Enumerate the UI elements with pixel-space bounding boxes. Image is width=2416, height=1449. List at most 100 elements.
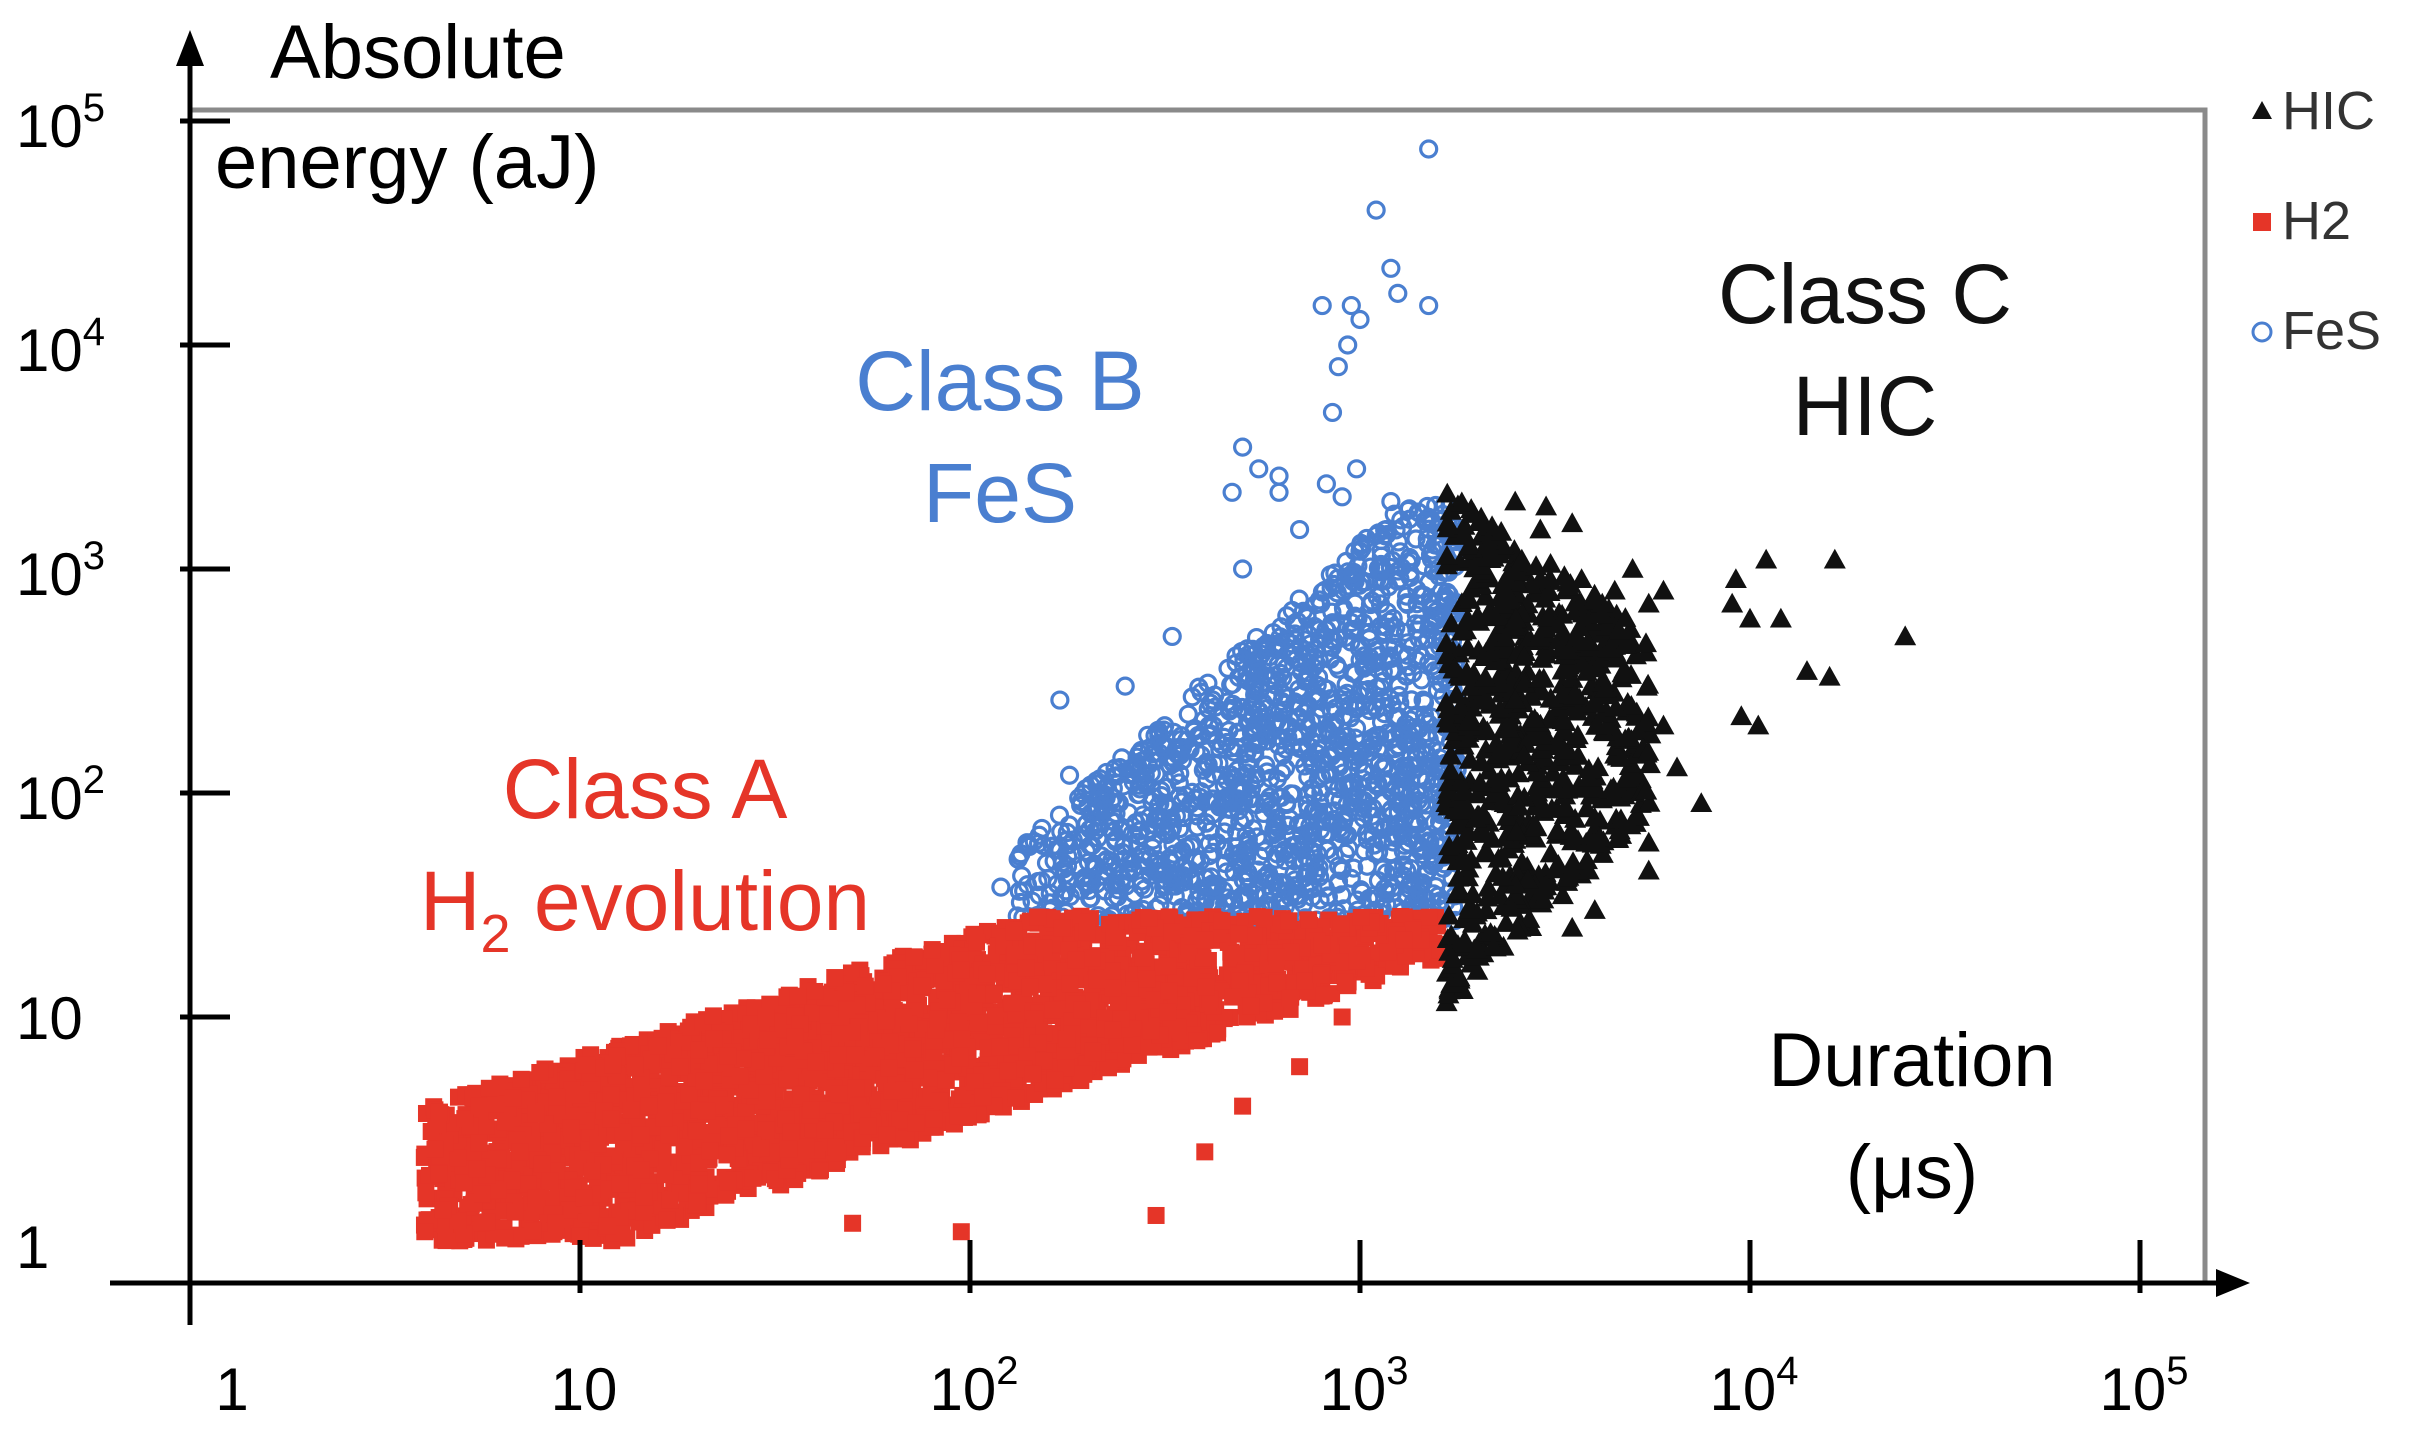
data-point: [1169, 1018, 1187, 1036]
data-point: [1132, 871, 1152, 891]
data-point: [1354, 790, 1374, 811]
data-point: [949, 1107, 967, 1125]
data-point: [1403, 793, 1423, 813]
data-point: [1286, 630, 1306, 650]
data-point: [937, 1071, 955, 1089]
data-point: [1818, 665, 1841, 686]
data-point: [1083, 949, 1101, 967]
data-point: [802, 1101, 820, 1119]
data-point: [1603, 579, 1626, 600]
data-point: [786, 1028, 804, 1046]
data-point: [1234, 1097, 1252, 1115]
data-point: [1029, 885, 1049, 905]
data-point: [562, 1119, 580, 1137]
data-point: [1188, 725, 1208, 746]
data-point: [837, 983, 855, 1001]
data-point: [1321, 578, 1341, 598]
data-point: [690, 1175, 708, 1193]
data-point: [1113, 776, 1133, 796]
data-point: [1350, 541, 1370, 561]
data-point: [985, 985, 1003, 1003]
data-point: [1894, 625, 1917, 646]
data-point: [1238, 829, 1258, 850]
data-point: [856, 977, 874, 995]
data-point: [1296, 972, 1314, 990]
data-point: [1058, 1030, 1076, 1048]
annotation-class-c: Class C HIC: [1718, 247, 2012, 453]
data-point: [655, 1109, 673, 1127]
data-point: [1755, 548, 1778, 569]
data-point: [1338, 335, 1358, 355]
data-point: [1248, 908, 1266, 926]
data-point: [925, 1110, 943, 1128]
data-point: [1215, 788, 1235, 808]
data-point: [705, 1030, 723, 1048]
data-point: [575, 1189, 593, 1207]
data-point: [1344, 619, 1364, 640]
data-point: [1721, 592, 1744, 613]
data-point: [1111, 820, 1131, 840]
data-point: [1105, 928, 1123, 946]
data-point: [905, 948, 923, 966]
data-point: [430, 1165, 448, 1183]
data-point: [1232, 559, 1253, 579]
data-point: [449, 1212, 467, 1230]
data-point: [1342, 563, 1363, 584]
data-point: [1178, 704, 1198, 724]
data-point: [1269, 466, 1289, 486]
data-point: [1256, 755, 1276, 775]
data-point: [511, 1143, 529, 1161]
data-point: [571, 1086, 589, 1104]
data-point: [512, 1070, 530, 1088]
data-point: [1320, 724, 1340, 744]
data-point: [1147, 1206, 1165, 1224]
data-point: [1406, 748, 1426, 768]
data-point: [1561, 916, 1584, 937]
data-point: [489, 1150, 507, 1168]
data-point: [416, 1223, 434, 1241]
data-point: [1123, 859, 1143, 879]
data-point: [953, 1030, 971, 1048]
data-point: [1390, 542, 1410, 562]
data-point: [1248, 701, 1268, 721]
data-point: [1413, 690, 1433, 710]
data-point: [1049, 805, 1070, 825]
data-point: [533, 1155, 551, 1173]
data-point: [1093, 795, 1113, 815]
data-point: [1238, 887, 1258, 907]
data-point: [1275, 851, 1295, 871]
data-point: [999, 1062, 1017, 1080]
y-tick-label: 10: [16, 985, 83, 1052]
data-point: [1084, 1042, 1102, 1060]
data-point: [742, 1015, 760, 1033]
data-point: [719, 1173, 737, 1191]
data-point: [826, 969, 844, 987]
data-point: [938, 991, 956, 1009]
data-point: [859, 1117, 877, 1135]
data-point: [1148, 796, 1168, 816]
legend-marker-h2: [2253, 213, 2271, 231]
data-point: [611, 1175, 629, 1193]
data-point: [486, 1095, 504, 1113]
data-point: [1138, 970, 1156, 988]
data-point: [1368, 726, 1388, 746]
data-point: [1267, 877, 1287, 897]
data-point: [478, 1213, 496, 1231]
data-point: [1332, 487, 1352, 507]
y-tick-label: 1: [16, 1214, 49, 1281]
data-point: [1426, 610, 1447, 630]
data-point: [1333, 581, 1354, 601]
data-point: [1285, 870, 1305, 890]
data-point: [1090, 769, 1110, 789]
data-point: [1197, 769, 1217, 789]
data-point: [604, 1056, 622, 1074]
data-point: [1067, 951, 1085, 969]
data-point: [480, 1079, 498, 1097]
data-point: [658, 1211, 676, 1229]
data-point: [720, 1127, 738, 1145]
data-point: [1281, 989, 1299, 1007]
data-point: [1363, 653, 1383, 674]
data-point: [1224, 988, 1242, 1006]
data-point: [1312, 295, 1332, 316]
data-point: [1390, 693, 1410, 713]
